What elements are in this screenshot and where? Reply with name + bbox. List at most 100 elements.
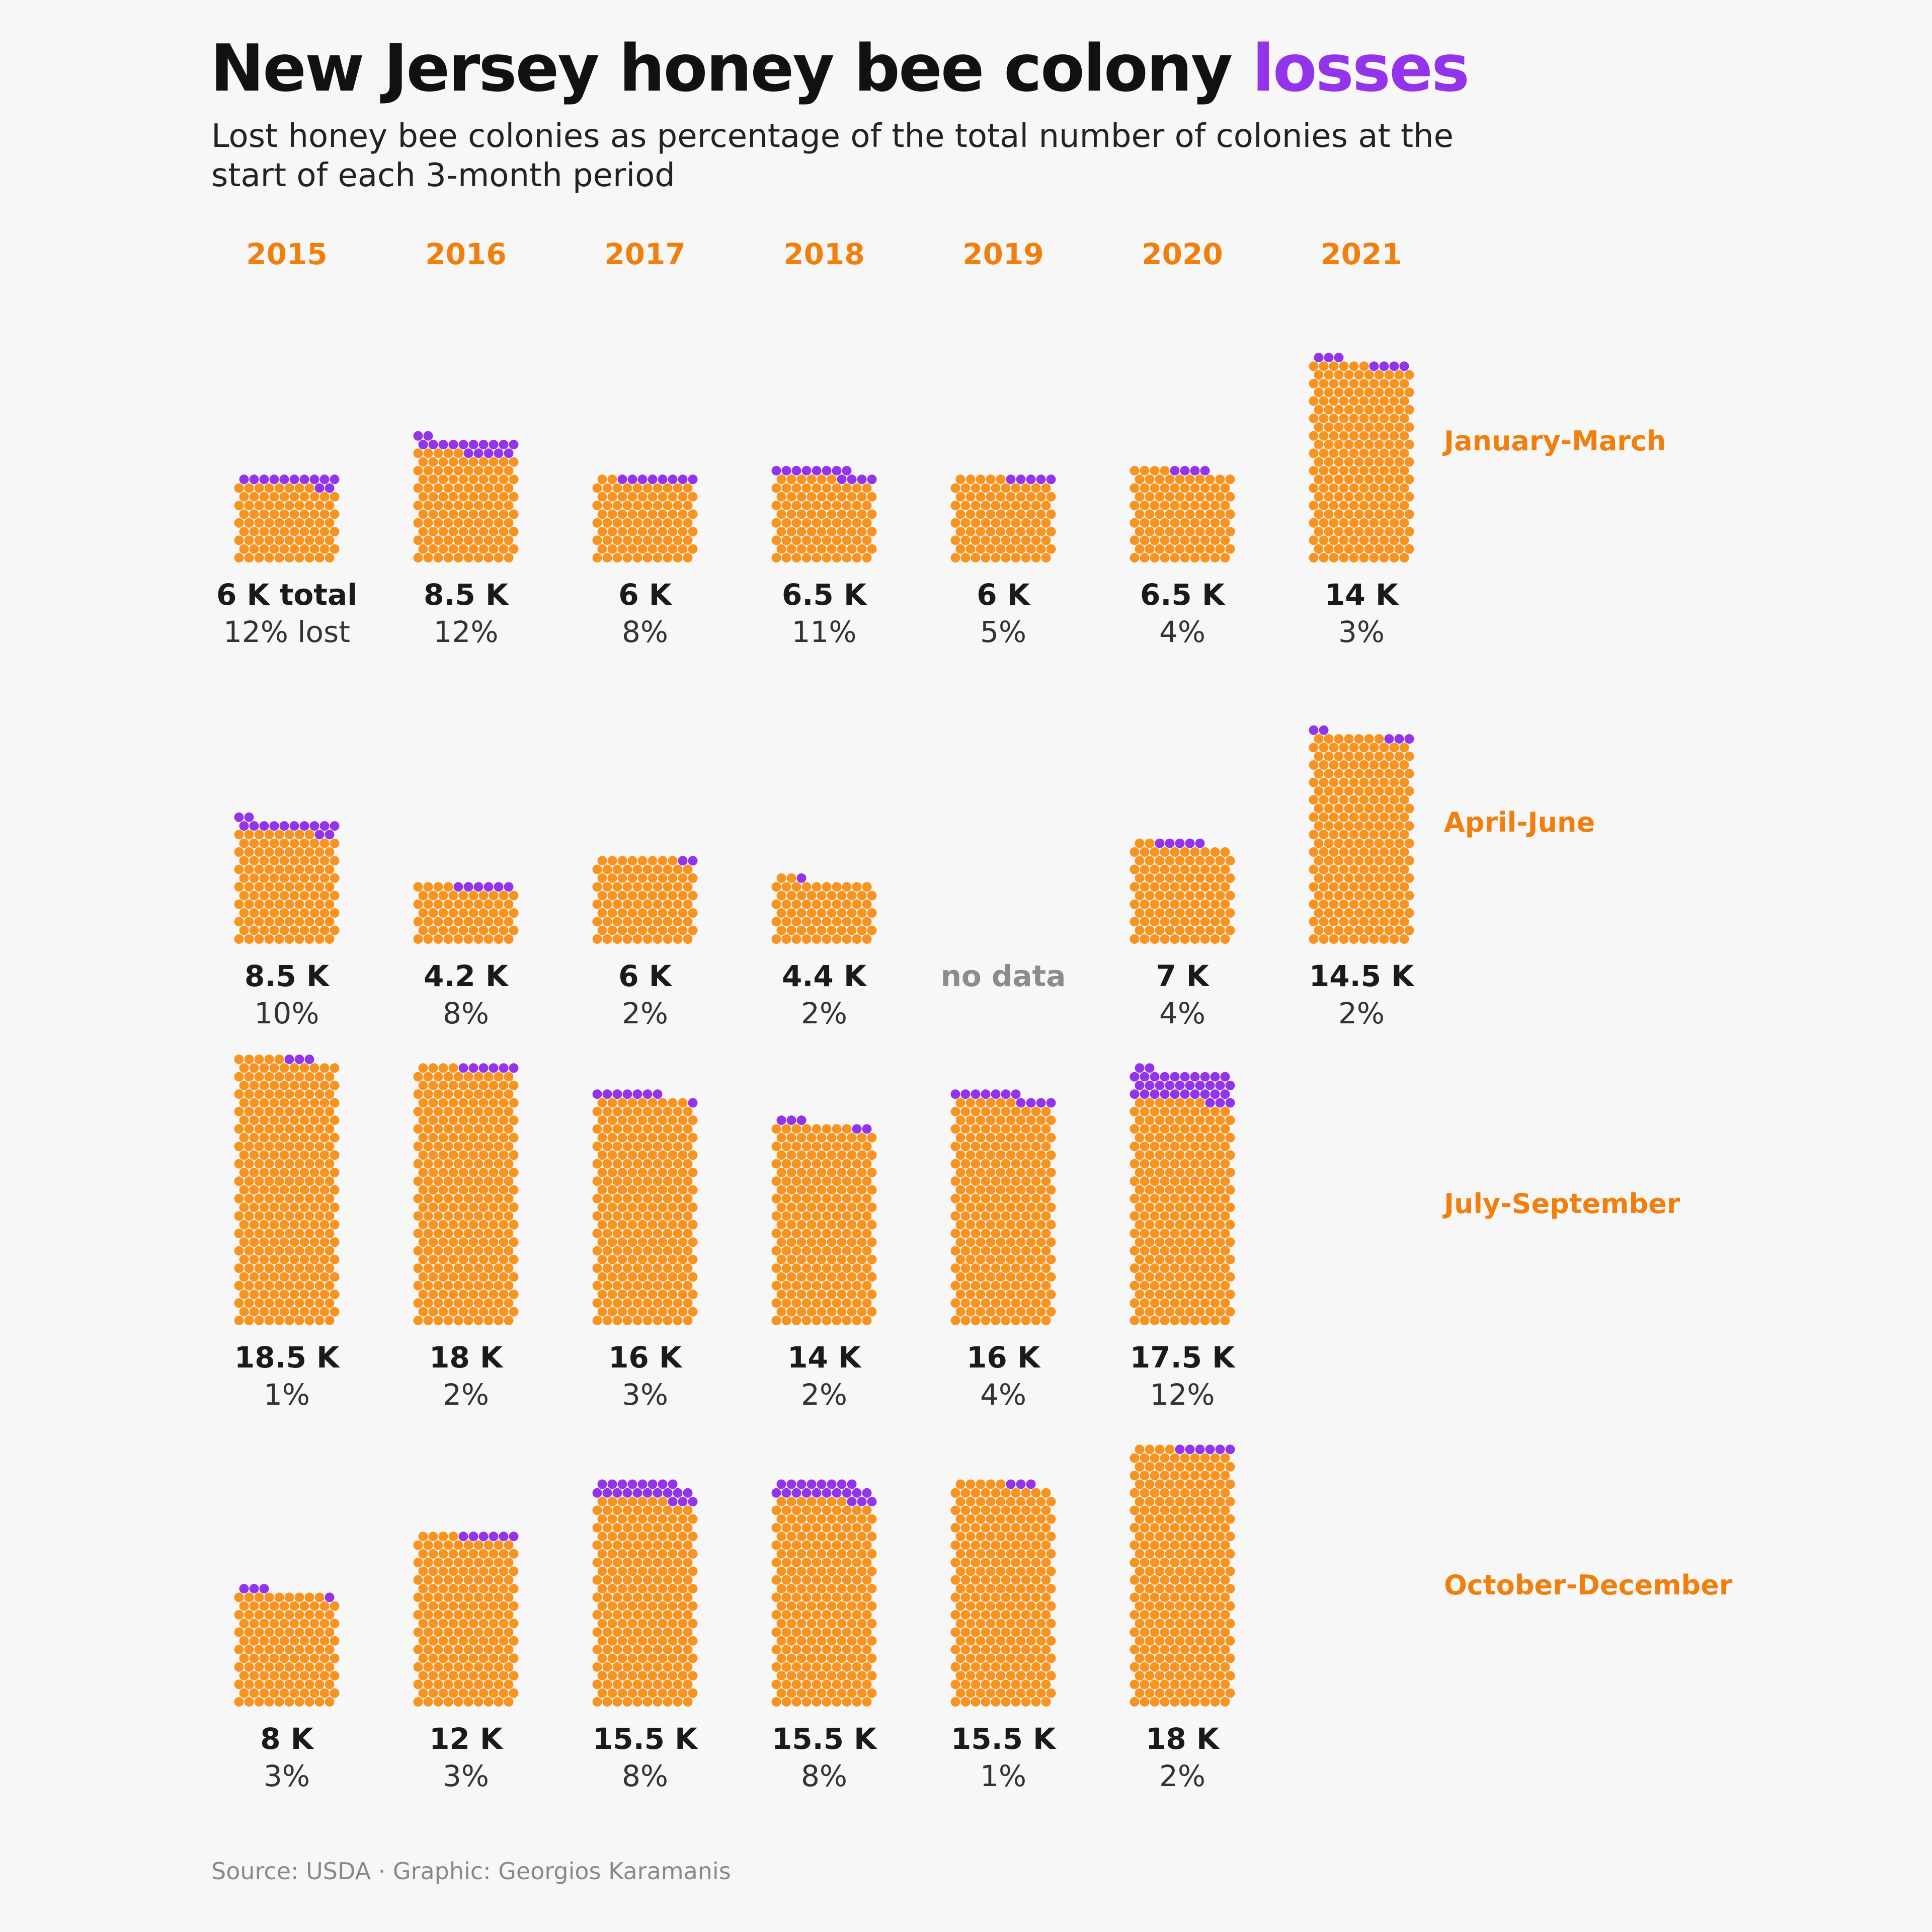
colony-dot xyxy=(1180,1263,1190,1273)
colony-dot xyxy=(971,518,981,528)
colony-dot xyxy=(1046,1150,1056,1160)
colony-dot xyxy=(254,1280,264,1291)
colony-dot xyxy=(1016,1290,1026,1300)
colony-dot xyxy=(781,1124,791,1134)
colony-dot xyxy=(1215,1601,1225,1611)
colony-dot xyxy=(1190,1627,1200,1637)
colony-dot xyxy=(1195,1307,1205,1317)
colony-dot xyxy=(418,1133,428,1143)
colony-dot xyxy=(1314,786,1324,796)
colony-dot xyxy=(807,1549,817,1559)
colony-dot xyxy=(418,1307,428,1317)
colony-dot xyxy=(284,1627,294,1637)
colony-dot xyxy=(239,1150,249,1160)
colony-dot xyxy=(289,1115,299,1125)
colony-dot xyxy=(832,1211,842,1221)
colony-dot xyxy=(504,1662,514,1672)
colony-dot xyxy=(955,527,965,537)
colony-dot xyxy=(678,1636,688,1646)
colony-dot xyxy=(1046,1601,1056,1611)
colony-dot xyxy=(1180,1176,1190,1186)
colony-dot xyxy=(499,1133,509,1143)
colony-dot xyxy=(862,899,872,909)
colony-dot xyxy=(1195,856,1205,866)
colony-dot xyxy=(1006,1688,1016,1698)
colony-dot xyxy=(642,917,653,927)
total-label-2016-q1: 8.5 K xyxy=(424,578,509,612)
colony-dot xyxy=(1364,387,1374,397)
colony-dot xyxy=(1225,492,1235,502)
colony-dot xyxy=(791,1263,801,1273)
colony-dot xyxy=(1021,483,1031,493)
colony-dot xyxy=(786,492,796,502)
colony-dot xyxy=(294,1592,304,1602)
colony-dot xyxy=(1140,1558,1150,1568)
colony-dot xyxy=(478,908,489,918)
lost-dot xyxy=(862,1124,872,1134)
colony-dot xyxy=(274,1316,284,1325)
colony-dot xyxy=(632,1211,642,1221)
colony-dot xyxy=(607,1133,617,1143)
colony-dot xyxy=(423,1592,433,1602)
colony-dot xyxy=(279,1080,289,1090)
colony-dot xyxy=(1006,1497,1016,1507)
colony-dot xyxy=(673,1592,683,1602)
colony-dot xyxy=(1031,1627,1041,1637)
colony-dot xyxy=(274,1627,284,1637)
colony-dot xyxy=(418,1237,428,1247)
colony-dot xyxy=(1160,501,1170,511)
colony-dot xyxy=(812,1298,822,1308)
colony-dot xyxy=(842,1211,852,1221)
colony-dot xyxy=(1170,1627,1180,1637)
colony-dot xyxy=(279,1688,289,1698)
colony-dot xyxy=(1036,1307,1046,1317)
colony-dot xyxy=(1324,370,1334,380)
colony-dot xyxy=(1041,518,1051,528)
colony-dot xyxy=(1205,856,1215,866)
colony-dot xyxy=(781,1280,791,1291)
colony-dot xyxy=(448,1098,458,1108)
lost-dot xyxy=(612,1089,622,1099)
colony-dot xyxy=(688,1307,698,1317)
colony-dot xyxy=(325,917,335,927)
colony-dot xyxy=(314,1229,325,1238)
lost-dot xyxy=(617,1479,627,1489)
colony-dot xyxy=(254,1055,264,1064)
colony-dot xyxy=(801,1246,812,1256)
colony-dot xyxy=(413,1229,423,1238)
colony-dot xyxy=(314,847,325,857)
colony-dot xyxy=(453,466,463,475)
colony-dot xyxy=(1006,1653,1016,1663)
colony-dot xyxy=(478,1237,489,1247)
colony-dot xyxy=(976,1532,986,1542)
colony-dot xyxy=(433,934,443,944)
colony-dot xyxy=(314,899,325,909)
colony-dot xyxy=(1175,1514,1185,1524)
colony-dot xyxy=(612,1540,622,1550)
colony-dot xyxy=(1314,492,1324,502)
colony-dot xyxy=(653,553,663,562)
colony-dot xyxy=(309,1080,319,1090)
colony-dot xyxy=(494,1697,504,1707)
colony-dot xyxy=(781,1298,791,1308)
colony-dot xyxy=(1220,917,1230,927)
colony-dot xyxy=(1011,1558,1021,1568)
lost-dot xyxy=(602,1089,612,1099)
colony-dot xyxy=(683,483,693,493)
colony-dot xyxy=(423,535,433,545)
colony-dot xyxy=(852,917,862,927)
colony-dot xyxy=(683,518,693,528)
colony-dot xyxy=(294,1316,304,1325)
colony-dot xyxy=(1220,553,1230,562)
colony-dot xyxy=(494,518,504,528)
colony-dot xyxy=(1319,899,1329,909)
colony-dot xyxy=(791,1505,801,1515)
colony-dot xyxy=(996,1584,1006,1594)
colony-dot xyxy=(663,483,673,493)
colony-dot xyxy=(1334,492,1344,502)
colony-dot xyxy=(678,1688,688,1698)
colony-dot xyxy=(683,535,693,545)
colony-dot xyxy=(612,1124,622,1134)
colony-dot xyxy=(484,1193,494,1203)
colony-dot xyxy=(847,1619,857,1629)
